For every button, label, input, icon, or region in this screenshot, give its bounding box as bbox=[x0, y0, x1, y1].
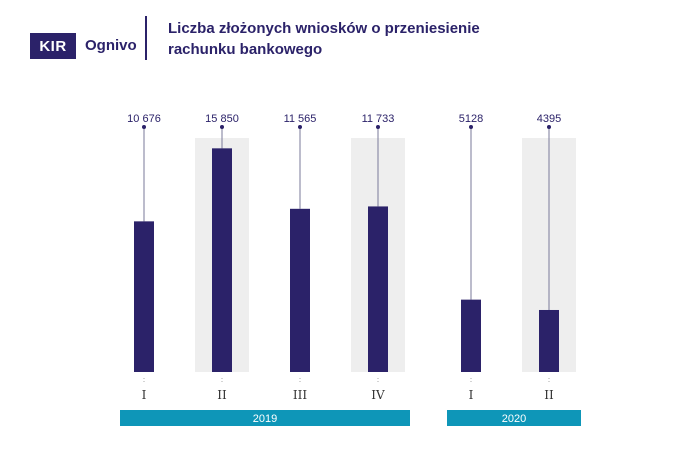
bar bbox=[368, 206, 388, 372]
bar bbox=[539, 309, 559, 372]
kir-logo: KIR bbox=[30, 33, 76, 59]
category-label: II bbox=[544, 388, 554, 402]
chart-title-line1: Liczba złożonych wniosków o przeniesieni… bbox=[168, 20, 480, 37]
group-label: 2019 bbox=[253, 413, 277, 425]
category-label: II bbox=[217, 388, 227, 402]
value-label: 4395 bbox=[537, 113, 561, 125]
value-stem-dot bbox=[298, 125, 302, 129]
value-stem-dot bbox=[142, 125, 146, 129]
bar bbox=[461, 299, 481, 372]
chart-title-line2: rachunku bankowego bbox=[168, 41, 323, 58]
ognivo-logo-text: Ognivo bbox=[85, 37, 137, 54]
value-label: 5128 bbox=[459, 113, 483, 125]
value-stem-dot bbox=[376, 125, 380, 129]
bar bbox=[290, 208, 310, 372]
value-stem-dot bbox=[469, 125, 473, 129]
category-label: IV bbox=[371, 388, 385, 402]
group-label: 2020 bbox=[502, 413, 526, 425]
header-divider bbox=[145, 16, 147, 60]
kir-logo-text: KIR bbox=[39, 37, 67, 55]
header: KIR Ognivo Liczba złożonych wniosków o p… bbox=[0, 0, 696, 80]
value-label: 15 850 bbox=[205, 113, 239, 125]
bar bbox=[212, 148, 232, 372]
bar bbox=[134, 221, 154, 372]
value-label: 11 733 bbox=[362, 113, 395, 125]
category-label: I bbox=[142, 388, 147, 402]
value-stem-dot bbox=[220, 125, 224, 129]
value-label: 11 565 bbox=[284, 113, 317, 125]
category-label: I bbox=[469, 388, 474, 402]
value-label: 10 676 bbox=[127, 113, 161, 125]
chart-title: Liczba złożonych wniosków o przeniesieni… bbox=[168, 18, 498, 60]
value-stem-dot bbox=[547, 125, 551, 129]
group-band bbox=[120, 410, 410, 426]
group-band bbox=[447, 410, 581, 426]
category-label: III bbox=[293, 388, 307, 402]
